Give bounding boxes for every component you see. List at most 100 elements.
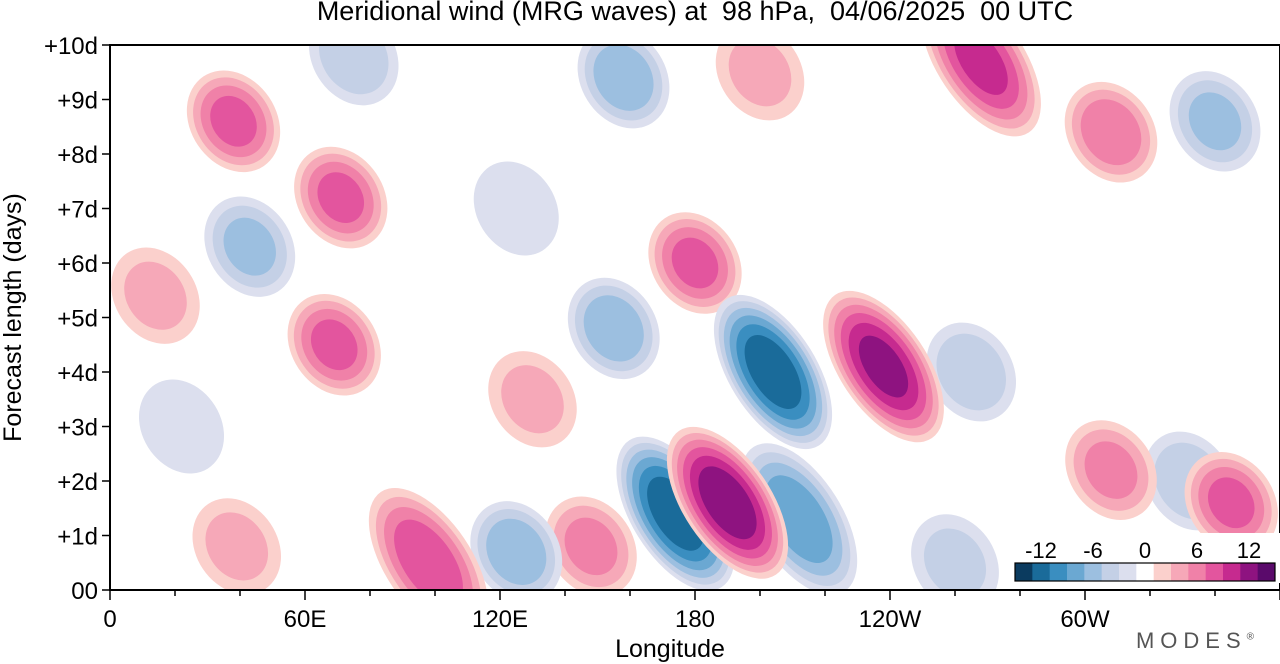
contour-cell xyxy=(192,498,282,590)
contour-level xyxy=(1188,92,1242,151)
colorbar-swatch xyxy=(1205,563,1224,581)
y-tick-label: +1d xyxy=(57,524,98,551)
colorbar-label: 12 xyxy=(1237,538,1261,563)
y-tick-label: 00 xyxy=(71,578,98,605)
contour-cell xyxy=(488,351,577,448)
contour-cell xyxy=(911,514,999,590)
y-axis: 00 +1d +2d +3d +4d +5d +6d +7d +8d +9d +10d xyxy=(44,33,110,605)
contour-cell xyxy=(713,294,833,450)
x-tick-label: 120E xyxy=(472,606,528,633)
colorbar-swatch xyxy=(1101,563,1120,581)
y-tick-label: +9d xyxy=(57,88,98,115)
contour-cell xyxy=(545,496,637,590)
colorbar-swatch xyxy=(1119,563,1137,581)
contour-level xyxy=(1207,477,1255,529)
contour-cell xyxy=(577,45,670,129)
contour-level xyxy=(138,379,225,474)
y-tick-label: +5d xyxy=(57,306,98,333)
colorbar-swatch xyxy=(1188,563,1207,581)
brand-name: MODES xyxy=(1135,628,1247,653)
contour-cell xyxy=(648,212,742,314)
y-tick-label: +4d xyxy=(57,360,98,387)
contour-cell xyxy=(740,443,858,590)
contour-cell xyxy=(921,45,1041,137)
contour-level xyxy=(744,334,802,410)
contour-level xyxy=(317,172,365,223)
contour-level xyxy=(394,519,463,590)
contour-level xyxy=(954,45,1008,95)
x-tick-label: 0 xyxy=(103,606,116,633)
contour-cell xyxy=(308,45,399,106)
contour-cell xyxy=(186,70,281,173)
contour-level xyxy=(698,466,757,540)
contour-level xyxy=(923,528,987,590)
contour-level xyxy=(583,295,644,362)
contour-cell xyxy=(1184,452,1278,554)
x-tick-label: 120W xyxy=(859,606,922,633)
colorbar-swatch xyxy=(1257,563,1276,581)
contour-level xyxy=(671,237,719,289)
contour-cell xyxy=(616,436,735,590)
brand-registered-mark: ® xyxy=(1246,631,1254,643)
colorbar-swatch xyxy=(1136,563,1155,581)
colorbar-label: -12 xyxy=(1025,538,1057,563)
contour-cell xyxy=(473,161,559,256)
contour-cell xyxy=(138,379,225,474)
y-tick-label: +6d xyxy=(57,251,98,278)
colorbar-swatch xyxy=(1153,563,1172,581)
contour-cell xyxy=(715,45,805,121)
chart-title: Meridional wind (MRG waves) at 98 hPa, 0… xyxy=(316,0,1074,26)
y-tick-label: +2d xyxy=(57,469,98,496)
contour-level xyxy=(205,512,269,581)
contour-level xyxy=(473,161,559,256)
contour-cell xyxy=(204,196,296,297)
contour-level xyxy=(858,335,909,398)
contour-level xyxy=(210,95,257,147)
contour-cell xyxy=(470,501,563,590)
contour-cell xyxy=(368,488,489,590)
y-tick-label: +8d xyxy=(57,142,98,169)
colorbar: -12 -6 0 6 12 xyxy=(1009,533,1280,583)
contour-level xyxy=(593,45,654,111)
contour-level xyxy=(1084,441,1138,499)
colorbar-label: 6 xyxy=(1191,538,1203,563)
colorbar-frame xyxy=(1014,562,1276,582)
contour-cell xyxy=(1065,420,1157,520)
contour-level xyxy=(765,475,833,563)
colorbar-swatch xyxy=(1032,563,1051,581)
x-axis: 0 60E 120E 180 120W 60W xyxy=(103,590,1280,633)
contour-level xyxy=(319,45,389,95)
colorbar-swatch xyxy=(1171,563,1189,581)
colorbar-swatch xyxy=(1049,563,1068,581)
y-tick-label: +10d xyxy=(44,33,98,60)
contour-level xyxy=(647,476,704,551)
contour-level xyxy=(223,217,276,276)
colorbar-swatch xyxy=(1223,563,1241,581)
contour-cell xyxy=(666,426,789,579)
colorbar-swatch xyxy=(1240,563,1259,581)
colorbar-label: -6 xyxy=(1083,538,1103,563)
x-axis-label: Longitude xyxy=(615,635,725,663)
contour-cell xyxy=(1169,71,1261,172)
x-tick-label: 60E xyxy=(284,606,327,633)
contour-field xyxy=(111,45,1278,590)
contour-level xyxy=(564,517,618,576)
contour-level xyxy=(124,261,187,330)
contour-cell xyxy=(287,293,381,396)
contour-cell xyxy=(823,290,944,443)
x-tick-label: 60W xyxy=(1060,606,1110,633)
contour-cell xyxy=(567,277,660,380)
contour-level xyxy=(486,518,547,586)
contour-level xyxy=(936,333,1006,411)
y-tick-label: +3d xyxy=(57,415,98,442)
x-tick-label: 180 xyxy=(675,606,715,633)
colorbar-swatch xyxy=(1015,563,1033,581)
contour-cell xyxy=(926,322,1017,422)
contour-cell xyxy=(1064,81,1158,183)
contour-level xyxy=(1080,99,1142,166)
colorbar-label: 0 xyxy=(1139,538,1151,563)
colorbar-swatch xyxy=(1067,563,1085,581)
contour-cell xyxy=(294,146,388,249)
contour-level xyxy=(501,365,564,434)
